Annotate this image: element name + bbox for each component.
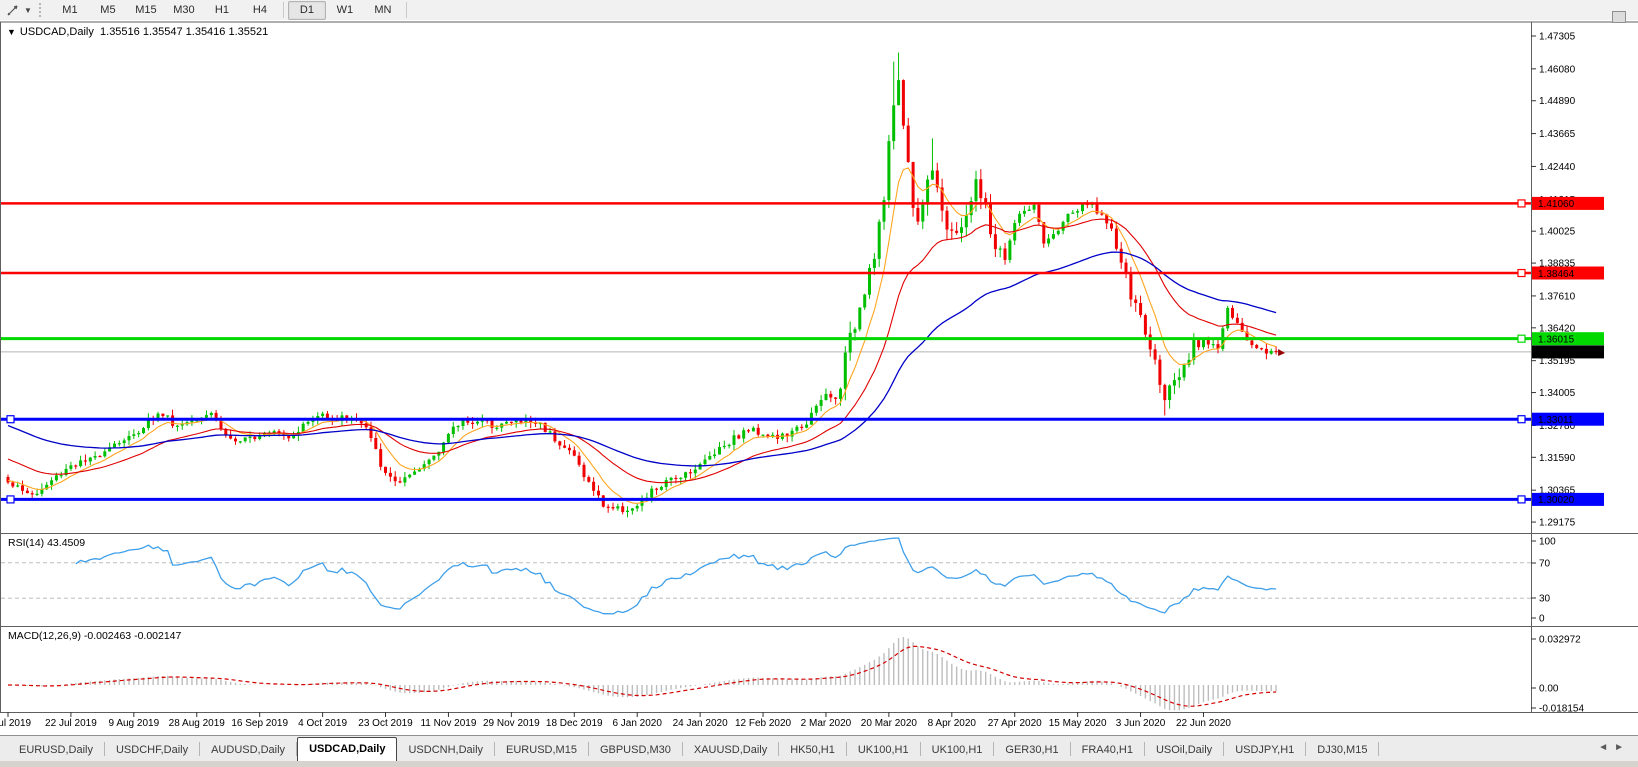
tab-scroll-left-icon: ◄ <box>1598 742 1615 753</box>
svg-text:9 Aug 2019: 9 Aug 2019 <box>109 718 160 729</box>
tab-fra40-h1[interactable]: FRA40,H1 <box>1081 744 1133 756</box>
tab-uk100-h1-2[interactable]: UK100,H1 <box>931 744 983 756</box>
timeframe-m5[interactable]: M5 <box>100 3 116 16</box>
chart-tabs: EURUSD,Daily USDCHF,Daily AUDUSD,Daily U… <box>0 736 1638 762</box>
svg-text:27 Apr 2020: 27 Apr 2020 <box>988 718 1042 729</box>
svg-text:1.36420: 1.36420 <box>1539 323 1576 334</box>
chart-corner-button[interactable] <box>1612 11 1626 23</box>
svg-text:1.37610: 1.37610 <box>1539 291 1576 302</box>
tab-usdcad-daily[interactable]: USDCAD,Daily <box>297 737 398 762</box>
chart-ohlc-quotes: 1.35516 1.35547 1.35416 1.35521 <box>100 26 269 38</box>
svg-text:28 Aug 2019: 28 Aug 2019 <box>169 718 226 729</box>
crosshair-tool-icon[interactable] <box>0 1 26 19</box>
svg-text:18 Dec 2019: 18 Dec 2019 <box>546 718 603 729</box>
svg-text:1.38835: 1.38835 <box>1539 259 1576 270</box>
svg-text:0: 0 <box>1539 614 1545 625</box>
svg-text:15 May 2020: 15 May 2020 <box>1049 718 1107 729</box>
svg-text:1.34005: 1.34005 <box>1539 388 1576 399</box>
toolbar-divider <box>405 2 407 18</box>
tool-dropdown-icon[interactable]: ▼ <box>24 5 32 15</box>
svg-text:1.44890: 1.44890 <box>1539 96 1576 107</box>
svg-text:30: 30 <box>1539 594 1551 605</box>
timeframe-m1[interactable]: M1 <box>62 3 78 16</box>
svg-text:1.46080: 1.46080 <box>1539 64 1576 75</box>
timeframe-h1[interactable]: H1 <box>214 3 229 16</box>
tab-scroll-right-icon: ► <box>1614 742 1630 753</box>
svg-text:70: 70 <box>1539 559 1551 570</box>
svg-text:29 Nov 2019: 29 Nov 2019 <box>483 718 540 729</box>
status-strip <box>0 761 1638 767</box>
svg-text:22 Jun 2020: 22 Jun 2020 <box>1176 718 1231 729</box>
toolbar-divider <box>282 2 284 18</box>
chart-area: 1.473051.460801.448901.436651.424401.412… <box>0 11 1638 733</box>
tab-xauusd-daily[interactable]: XAUUSD,Daily <box>693 744 768 756</box>
svg-text:1.30020: 1.30020 <box>1538 495 1575 506</box>
tab-eurusd-m15[interactable]: EURUSD,M15 <box>506 744 577 756</box>
svg-text:1.41060: 1.41060 <box>1538 199 1575 210</box>
svg-text:1.31590: 1.31590 <box>1539 453 1576 464</box>
svg-text:1.42440: 1.42440 <box>1539 162 1576 173</box>
svg-text:1.35521: 1.35521 <box>1538 348 1575 359</box>
timeframe-mn[interactable]: MN <box>374 3 392 16</box>
tab-usdchf-daily[interactable]: USDCHF,Daily <box>115 744 189 756</box>
tab-usdcnh-daily[interactable]: USDCNH,Daily <box>408 744 484 756</box>
tab-ger30-h1[interactable]: GER30,H1 <box>1005 744 1059 756</box>
svg-text:22 Jul 2019: 22 Jul 2019 <box>45 718 97 729</box>
svg-text:20 Mar 2020: 20 Mar 2020 <box>861 718 918 729</box>
tab-usoil-daily[interactable]: USOil,Daily <box>1155 744 1213 756</box>
rsi-indicator-label: RSI(14) 43.4509 <box>8 537 86 549</box>
svg-text:0.00: 0.00 <box>1539 684 1559 695</box>
svg-text:1.29175: 1.29175 <box>1539 518 1576 529</box>
svg-text:16 Sep 2019: 16 Sep 2019 <box>231 718 288 729</box>
timeframe-m30[interactable]: M30 <box>173 3 195 16</box>
svg-text:6 Jan 2020: 6 Jan 2020 <box>612 718 662 729</box>
svg-text:3 Jul 2019: 3 Jul 2019 <box>0 718 32 729</box>
chart-svg[interactable]: 1.473051.460801.448901.436651.424401.412… <box>0 20 1638 733</box>
svg-text:4 Oct 2019: 4 Oct 2019 <box>298 718 347 729</box>
svg-text:1.32780: 1.32780 <box>1539 421 1576 432</box>
timeframe-w1[interactable]: W1 <box>336 3 354 16</box>
tab-dj30-m15[interactable]: DJ30,M15 <box>1317 744 1368 756</box>
tab-hk50-h1[interactable]: HK50,H1 <box>790 744 835 756</box>
svg-text:1.30365: 1.30365 <box>1539 486 1576 497</box>
collapse-chart-icon[interactable]: ▼ <box>7 27 16 37</box>
svg-text:1.36015: 1.36015 <box>1538 335 1575 346</box>
tab-uk100-h1[interactable]: UK100,H1 <box>857 744 909 756</box>
macd-indicator-label: MACD(12,26,9) -0.002463 -0.002147 <box>8 630 182 642</box>
svg-text:11 Nov 2019: 11 Nov 2019 <box>420 718 476 729</box>
svg-text:1.47305: 1.47305 <box>1539 32 1576 43</box>
svg-text:24 Jan 2020: 24 Jan 2020 <box>673 718 728 729</box>
svg-text:3 Jun 2020: 3 Jun 2020 <box>1116 718 1166 729</box>
svg-text:1.38464: 1.38464 <box>1538 269 1575 280</box>
svg-text:8 Apr 2020: 8 Apr 2020 <box>928 718 977 729</box>
svg-text:1.33011: 1.33011 <box>1538 415 1574 426</box>
chart-symbol-label: USDCAD,Daily <box>19 26 94 38</box>
svg-text:1.40025: 1.40025 <box>1539 227 1576 238</box>
svg-text:12 Feb 2020: 12 Feb 2020 <box>735 718 792 729</box>
timeframe-h4[interactable]: H4 <box>252 3 267 16</box>
timeframe-toolbar: ▼ M1 M5 M15 M30 H1 H4 D1 W1 MN <box>0 0 1638 21</box>
svg-text:2 Mar 2020: 2 Mar 2020 <box>801 718 852 729</box>
svg-text:-0.018154: -0.018154 <box>1539 704 1584 715</box>
svg-text:1.35195: 1.35195 <box>1539 356 1576 367</box>
svg-text:0.032972: 0.032972 <box>1539 635 1581 646</box>
svg-text:100: 100 <box>1539 537 1556 548</box>
tab-eurusd-daily[interactable]: EURUSD,Daily <box>19 744 93 756</box>
tab-scroll-arrows[interactable]: ◄► <box>1598 742 1630 753</box>
tab-usdjpy-h1[interactable]: USDJPY,H1 <box>1235 744 1295 756</box>
tab-gbpusd-m30[interactable]: GBPUSD,M30 <box>599 744 671 756</box>
chart-symbol-header: ▼ USDCAD,Daily 1.35516 1.35547 1.35416 1.… <box>7 26 268 38</box>
toolbar-grip[interactable] <box>38 3 47 17</box>
svg-text:23 Oct 2019: 23 Oct 2019 <box>358 718 413 729</box>
svg-text:1.43665: 1.43665 <box>1539 129 1576 140</box>
tab-audusd-daily[interactable]: AUDUSD,Daily <box>211 744 286 756</box>
timeframe-m15[interactable]: M15 <box>135 3 157 16</box>
timeframe-d1[interactable]: D1 <box>287 0 326 20</box>
